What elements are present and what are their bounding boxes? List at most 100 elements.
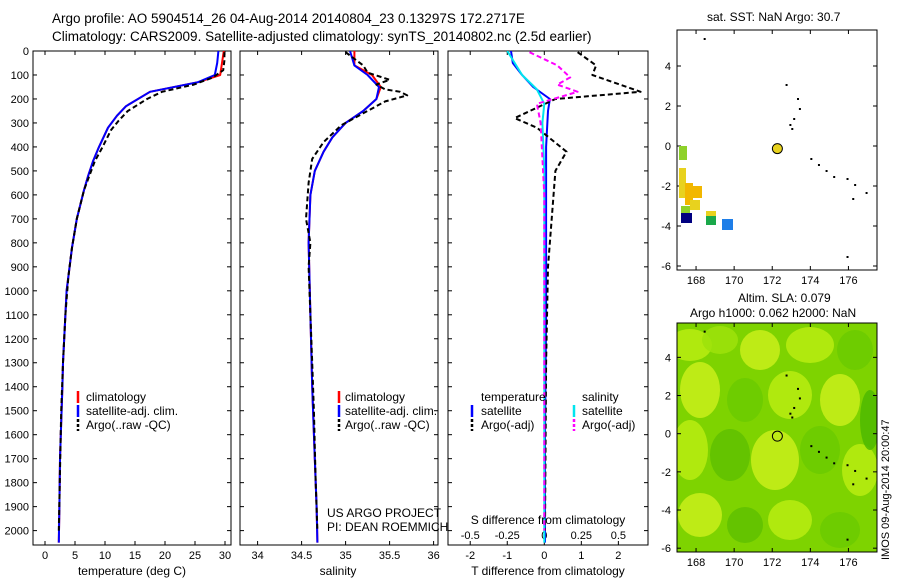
sla-anomaly-patch xyxy=(678,493,722,537)
pi-label: PI: DEAN ROEMMICH xyxy=(327,520,448,534)
sla-anomaly-patch xyxy=(727,507,763,543)
sla-anomaly-patch xyxy=(677,420,708,480)
legend-label-argo-salinity: Argo(-adj) xyxy=(582,418,635,432)
island-dot xyxy=(810,158,813,160)
y-tick-label: 1800 xyxy=(5,478,29,490)
sla-anomaly-patch xyxy=(820,512,860,548)
series-line-argo-raw-qc- xyxy=(305,51,409,531)
salinity-series xyxy=(305,51,409,543)
y-tick-label: 500 xyxy=(11,166,29,178)
float-position-marker xyxy=(771,430,783,442)
s-diff-tick-label: 0.5 xyxy=(611,530,626,542)
island-dot xyxy=(703,38,706,40)
y-tick-label: 800 xyxy=(11,238,29,250)
sla-anomaly-patch xyxy=(680,362,720,418)
map-y-tick-label: -2 xyxy=(661,467,671,479)
sla-map-title: Altim. SLA: 0.079 xyxy=(738,291,831,305)
s-difference-axis-label: S difference from climatology xyxy=(471,513,626,527)
map-x-tick-label: 168 xyxy=(687,275,705,287)
y-tick-label: 1700 xyxy=(5,454,29,466)
sst-pixel xyxy=(706,211,716,217)
island-dot xyxy=(865,192,868,194)
map-x-tick-label: 172 xyxy=(763,557,781,569)
depth-axis-ticks: 0 100 200 300 400 500 600 700 800 900 1000 1100 1200… xyxy=(5,46,231,538)
figure-title-line1: Argo profile: AO 5904514_26 04-Aug-2014 … xyxy=(52,11,525,26)
island-dot xyxy=(825,456,828,459)
sla-anomaly-patch xyxy=(751,430,799,490)
x-tick-label: 20 xyxy=(159,550,171,562)
sst-map-title: sat. SST: NaN Argo: 30.7 xyxy=(707,10,841,24)
s-diff-tick-label: 0.25 xyxy=(571,530,592,542)
difference-series xyxy=(506,51,642,543)
sla-anomaly-patch xyxy=(800,426,840,474)
map-y-tick-label: 2 xyxy=(665,101,671,113)
map-x-tick-label: 170 xyxy=(725,557,743,569)
x-tick-label: -2 xyxy=(465,550,475,562)
island-dot xyxy=(865,477,868,480)
island-dot xyxy=(793,406,796,409)
island-dot xyxy=(789,412,792,415)
map-y-tick-label: 2 xyxy=(665,391,671,403)
map-y-tick-label: -6 xyxy=(661,543,671,555)
x-tick-label: 35.5 xyxy=(379,550,400,562)
sst-pixel xyxy=(681,213,692,223)
y-tick-label: 900 xyxy=(11,262,29,274)
island-dot xyxy=(854,469,857,472)
map-y-tick-label: -2 xyxy=(661,181,671,193)
island-dot xyxy=(798,397,801,400)
island-dot xyxy=(846,464,849,467)
y-tick-label: 2000 xyxy=(5,526,29,538)
sla-anomaly-patch xyxy=(860,390,877,450)
sla-anomaly-patch xyxy=(710,429,750,481)
island-dot xyxy=(846,538,849,541)
series-line-argo-raw-qc- xyxy=(57,52,226,531)
sst-pixel xyxy=(722,219,733,230)
x-tick-label: 0 xyxy=(42,550,48,562)
island-dot xyxy=(817,164,820,166)
temperature-axis-ticks: 0 5 10 15 20 25 30 xyxy=(42,51,231,562)
sla-anomaly-patch xyxy=(837,330,873,370)
island-dot xyxy=(791,128,794,130)
map-y-tick-label: 0 xyxy=(665,141,671,153)
legend-label-argo-temperature: Argo(-adj) xyxy=(481,418,534,432)
sla-map-frame xyxy=(676,322,878,553)
y-tick-label: 1300 xyxy=(5,358,29,370)
y-tick-label: 1500 xyxy=(5,406,29,418)
island-dot xyxy=(703,330,706,333)
legend-label-satellite: satellite-adj. clim. xyxy=(345,404,437,418)
legend-label-climatology: climatology xyxy=(345,390,405,404)
sst-map-ticks: 168 170 172 174 176 -6 -4 -2 0 2 4 xyxy=(661,30,877,287)
y-tick-label: 200 xyxy=(11,94,29,106)
island-dot xyxy=(793,118,796,120)
float-position-marker xyxy=(771,143,783,155)
map-x-tick-label: 174 xyxy=(801,275,819,287)
sla-field xyxy=(677,326,877,548)
island-dot xyxy=(791,416,794,419)
y-tick-label: 100 xyxy=(11,70,29,82)
salinity-depth-ticks xyxy=(240,50,438,532)
y-tick-label: 700 xyxy=(11,214,29,226)
legend-heading-temperature: temperature xyxy=(481,390,546,404)
series-line-argo-adj- xyxy=(529,51,579,531)
map-x-tick-label: 174 xyxy=(801,557,819,569)
island-dot xyxy=(854,184,857,186)
x-tick-label: 5 xyxy=(72,550,78,562)
map-x-tick-label: 176 xyxy=(839,557,857,569)
island-dot xyxy=(797,98,799,100)
s-diff-tick-label: -0.25 xyxy=(495,530,520,542)
sst-pixel xyxy=(681,206,690,214)
map-y-tick-label: -4 xyxy=(661,221,671,233)
map-y-tick-label: -6 xyxy=(661,261,671,273)
y-tick-label: 1400 xyxy=(5,382,29,394)
difference-axis-ticks: -2 -1 0 1 2-0.5 -0.25 0 0.25 0.5 xyxy=(461,51,626,562)
y-tick-label: 400 xyxy=(11,142,29,154)
legend-label-sat-salinity: satellite xyxy=(582,404,623,418)
island-dot xyxy=(846,178,849,180)
island-dot xyxy=(817,450,820,453)
map-y-tick-label: 4 xyxy=(665,61,671,73)
series-line-satellite-adj-clim- xyxy=(307,51,380,543)
sla-anomaly-patch xyxy=(820,374,860,426)
island-dot xyxy=(833,462,836,465)
x-tick-label: 34 xyxy=(251,550,263,562)
